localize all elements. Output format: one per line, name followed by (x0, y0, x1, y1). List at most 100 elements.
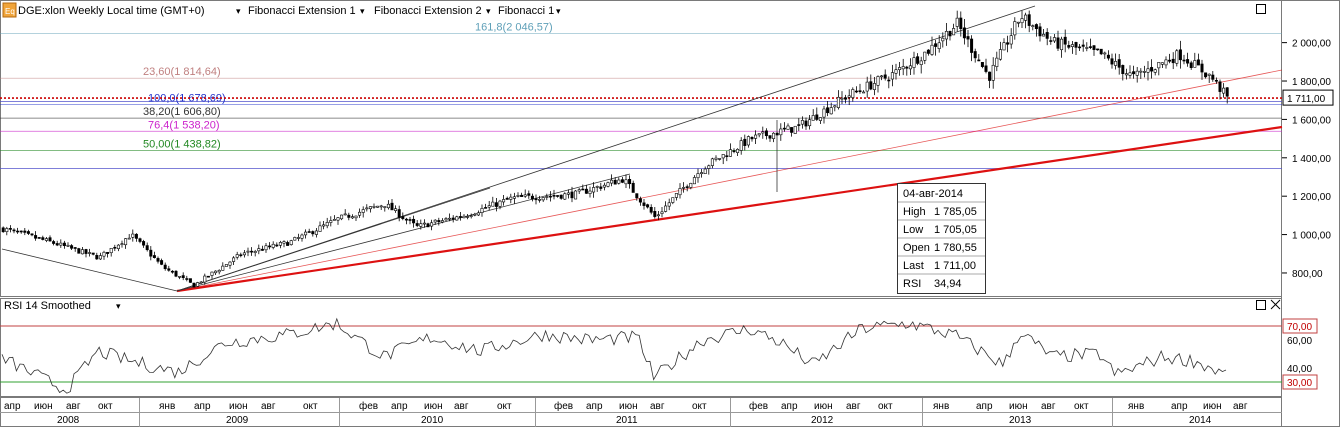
price-tick-1: 1 800,00 (1292, 77, 1331, 88)
rsi-line (1, 317, 1227, 394)
time-tick-label-8: окт (303, 401, 318, 412)
candle (926, 49, 930, 56)
candle (746, 135, 750, 148)
candle (545, 193, 549, 201)
time-tick-label-26: июн (1009, 401, 1028, 412)
maximize-rsi-panel-icon[interactable] (1256, 300, 1266, 310)
candle (1045, 28, 1049, 46)
candle (318, 221, 322, 232)
candle (113, 244, 117, 252)
rsi-plot (0, 317, 1282, 394)
candle (372, 203, 376, 209)
candle (592, 182, 596, 198)
candle (386, 200, 390, 210)
candle (1157, 62, 1161, 76)
candle (88, 248, 92, 257)
candle (91, 252, 95, 256)
candle (404, 217, 408, 225)
fib-ext-1-arrow-icon[interactable]: ▾ (360, 6, 365, 16)
candle (548, 191, 552, 202)
price-panel[interactable] (0, 0, 1282, 297)
candle (595, 185, 599, 192)
candle (649, 204, 653, 215)
rsi-tick-0: 70,00 (1287, 322, 1312, 333)
time-tick-label-23: окт (878, 401, 893, 412)
candle (556, 195, 560, 198)
candle (656, 211, 660, 221)
candle (674, 193, 678, 201)
candle (1121, 64, 1125, 81)
candle (703, 166, 707, 174)
candle (1168, 53, 1172, 64)
axis-labels: апр июн авг окт янв апр июн авг окт фев апр июн авг о… (0, 39, 1334, 427)
candle (1175, 49, 1179, 67)
last-price-badge (1282, 89, 1334, 106)
candle (1092, 45, 1096, 56)
candle (631, 180, 635, 193)
candle (217, 269, 221, 275)
candle (977, 54, 981, 62)
chart-badge-text: Eq (5, 7, 15, 16)
fib-level-label-5: 50,00(1 438,82) (143, 138, 221, 150)
title-dropdown-arrow-icon[interactable]: ▾ (236, 6, 241, 16)
candle (1063, 29, 1067, 53)
maximize-price-panel-icon[interactable] (1256, 4, 1266, 14)
candle (1207, 73, 1211, 83)
candle (444, 217, 448, 222)
fibonacci-1-menu[interactable]: Fibonacci 1 (498, 5, 554, 17)
candle (757, 133, 761, 138)
candle (1052, 33, 1056, 43)
candle (271, 241, 275, 250)
candle (1056, 30, 1060, 51)
candle (1114, 53, 1118, 70)
candle (530, 193, 534, 202)
candle (1124, 68, 1128, 80)
candle (973, 48, 977, 63)
candle (660, 207, 664, 218)
candle (869, 74, 873, 91)
candle (538, 195, 542, 203)
candle (937, 35, 941, 53)
tooltip-last-value: 1 711,00 (934, 260, 976, 272)
candle (199, 281, 203, 284)
candle (653, 207, 657, 219)
candle (941, 32, 945, 48)
candle (401, 212, 405, 221)
candle (1153, 68, 1157, 76)
candle (383, 206, 387, 212)
candle (131, 229, 135, 242)
candle (221, 262, 225, 271)
rsi-menu-arrow-icon[interactable]: ▾ (116, 301, 121, 311)
candle (721, 154, 725, 165)
channel-start-line (1, 248, 178, 292)
candle (109, 247, 113, 257)
fan-line-2 (176, 173, 631, 292)
tooltip-last-label: Last (903, 260, 924, 272)
candle (296, 233, 300, 242)
candle (606, 181, 610, 188)
fib-1-arrow-icon[interactable]: ▾ (556, 6, 561, 16)
tooltip-open-label: Open (903, 242, 930, 254)
time-tick-label-10: апр (391, 401, 408, 412)
candle (55, 240, 59, 247)
fib-ext-2-arrow-icon[interactable]: ▾ (486, 6, 491, 16)
candle (102, 250, 106, 260)
fibonacci-extension-1-menu[interactable]: Fibonacci Extension 1 (248, 5, 356, 17)
candle (1117, 54, 1121, 75)
candle (916, 53, 920, 66)
time-tick-label-15: апр (586, 401, 603, 412)
ohlc-tooltip: 04-авг-2014 High 1 785,05 Low 1 705,05 O… (897, 183, 986, 294)
fibonacci-extension-2-menu[interactable]: Fibonacci Extension 2 (374, 5, 482, 17)
candle (77, 247, 81, 254)
rsi-level-badge-3 (1282, 374, 1318, 390)
candle (304, 229, 308, 239)
candle (563, 192, 567, 200)
candle (610, 174, 614, 187)
candle (203, 273, 207, 285)
candle (728, 143, 732, 157)
value-axis (1281, 0, 1340, 427)
candle (516, 192, 520, 198)
chart-header: Eq DGE:xlon Weekly Local time (GMT+0) ▾ … (2, 2, 1266, 18)
channel-upper-line (176, 5, 1036, 292)
